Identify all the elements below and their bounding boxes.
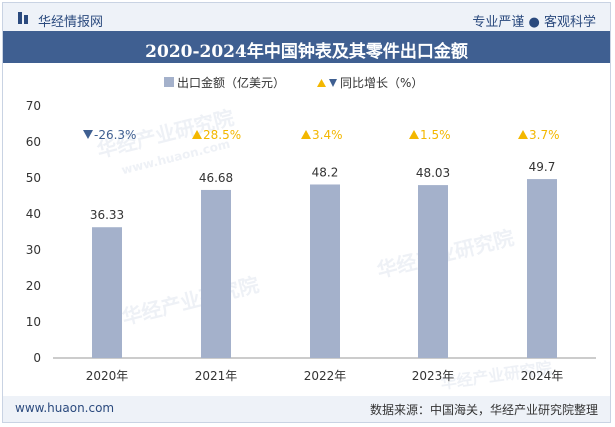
bar-2020 (92, 227, 122, 358)
bar-value-label: 46.68 (199, 171, 233, 185)
y-tick-label: 50 (26, 171, 41, 185)
y-tick-label: 10 (26, 315, 41, 329)
chart-title: 2020-2024年中国钟表及其零件出口金额 (145, 42, 468, 62)
x-tick-label: 2024年 (521, 369, 564, 383)
growth-up-icon (301, 130, 311, 139)
x-tick-label: 2020年 (86, 369, 129, 383)
bar-2023 (418, 185, 448, 358)
growth-label: -26.3% (94, 128, 136, 142)
brand-logo-icon (18, 12, 28, 24)
growth-label: 3.7% (529, 128, 560, 142)
bar-value-label: 48.03 (416, 166, 450, 180)
y-tick-label: 60 (26, 135, 41, 149)
footer-website: www.huaon.com (15, 401, 115, 415)
y-tick-label: 20 (26, 279, 41, 293)
y-tick-label: 70 (26, 99, 41, 113)
growth-up-icon (518, 130, 528, 139)
top-bar: 华经情报网 专业严谨 ● 客观科学 (3, 3, 610, 31)
bar-series: 36.33 46.68 48.2 48.03 49.7 (90, 160, 557, 358)
legend-down-icon (329, 79, 337, 87)
chart-area: 出口金额（亿美元） 同比增长（%） 70 60 50 40 30 20 10 0… (26, 75, 596, 383)
growth-label: 28.5% (203, 128, 241, 142)
title-bar: 2020-2024年中国钟表及其零件出口金额 (3, 31, 610, 63)
footer-bar: www.huaon.com 数据来源：中国海关，华经产业研究院整理 (3, 396, 610, 422)
bar-2024 (527, 179, 557, 358)
growth-label: 1.5% (420, 128, 451, 142)
bar-value-label: 48.2 (312, 165, 339, 179)
growth-series: -26.3% 28.5% 3.4% 1.5% 3.7% (83, 128, 560, 142)
legend-bar-label: 出口金额（亿美元） (177, 75, 285, 90)
growth-up-icon (192, 130, 202, 139)
legend-up-icon (317, 79, 326, 87)
bar-2022 (310, 184, 340, 358)
top-slogan: 专业严谨 ● 客观科学 (472, 15, 596, 30)
y-tick-label: 30 (26, 243, 41, 257)
x-tick-label: 2021年 (195, 369, 238, 383)
footer-source: 数据来源：中国海关，华经产业研究院整理 (369, 403, 598, 417)
bar-value-label: 36.33 (90, 208, 124, 222)
y-tick-label: 40 (26, 207, 41, 221)
x-axis: 2020年 2021年 2022年 2023年 2024年 (86, 369, 564, 383)
bar-value-label: 49.7 (529, 160, 556, 174)
outer-frame (2, 2, 611, 423)
x-tick-label: 2023年 (412, 369, 455, 383)
brand-name: 华经情报网 (38, 15, 104, 30)
y-tick-label: 0 (33, 351, 41, 365)
legend-bar-swatch (164, 77, 174, 87)
legend: 出口金额（亿美元） 同比增长（%） (164, 75, 423, 90)
x-tick-label: 2022年 (304, 369, 347, 383)
growth-down-icon (83, 130, 93, 139)
bar-2021 (201, 189, 231, 358)
growth-label: 3.4% (312, 128, 343, 142)
y-axis: 70 60 50 40 30 20 10 0 (26, 99, 41, 365)
legend-growth-label: 同比增长（%） (340, 76, 423, 90)
growth-up-icon (409, 130, 419, 139)
